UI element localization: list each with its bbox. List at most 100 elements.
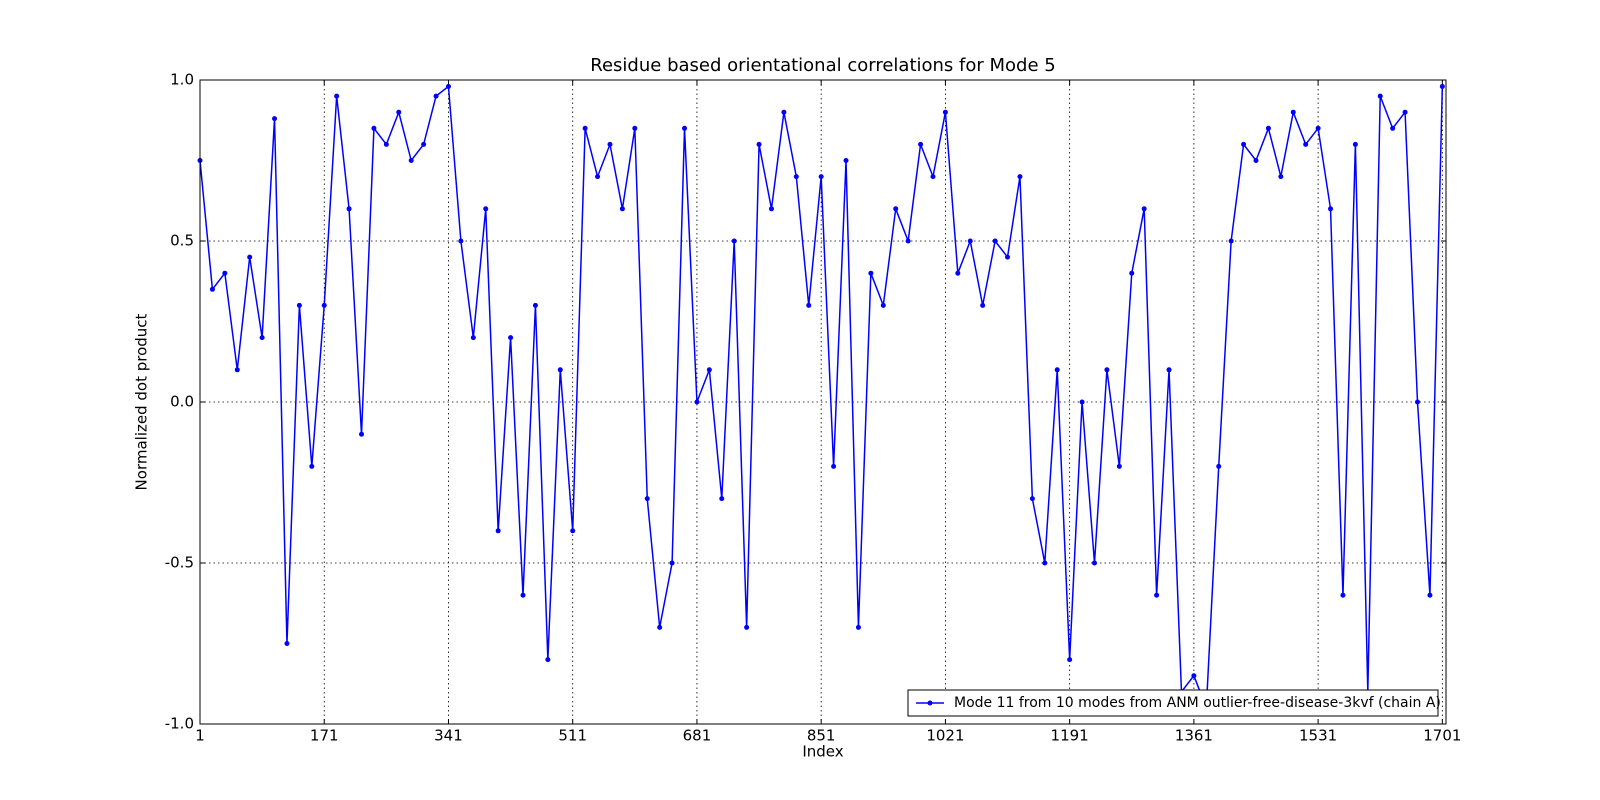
data-point bbox=[1116, 463, 1122, 469]
data-point bbox=[768, 206, 774, 212]
data-point bbox=[508, 335, 514, 341]
plot-frame bbox=[199, 79, 1447, 725]
data-point bbox=[632, 125, 638, 131]
data-point bbox=[1352, 141, 1358, 147]
legend-label: Mode 11 from 10 modes from ANM outlier-f… bbox=[954, 695, 1441, 711]
data-point bbox=[309, 463, 315, 469]
x-tick-label: 1021 bbox=[926, 727, 964, 745]
y-tick-label: 0.5 bbox=[170, 232, 194, 250]
data-point bbox=[296, 302, 302, 308]
data-point bbox=[1328, 206, 1334, 212]
x-tick-label: 1361 bbox=[1175, 727, 1213, 745]
data-point bbox=[495, 528, 501, 534]
data-point bbox=[445, 83, 451, 89]
data-point bbox=[582, 125, 588, 131]
data-point bbox=[520, 592, 526, 598]
data-point bbox=[706, 367, 712, 373]
data-point bbox=[781, 109, 787, 115]
legend-box bbox=[907, 689, 1439, 717]
data-point bbox=[483, 206, 489, 212]
x-tick-label: 851 bbox=[807, 727, 836, 745]
data-point bbox=[1340, 592, 1346, 598]
data-point bbox=[284, 641, 290, 646]
data-point bbox=[557, 367, 563, 373]
data-point bbox=[1191, 673, 1197, 679]
data-point bbox=[1166, 367, 1172, 373]
data-point bbox=[433, 93, 439, 99]
x-tick-label: 341 bbox=[434, 727, 463, 745]
data-point bbox=[1054, 367, 1060, 373]
y-axis-label: Normalized dot product bbox=[133, 313, 151, 490]
data-point bbox=[1216, 463, 1222, 469]
data-point bbox=[408, 158, 414, 163]
data-point bbox=[458, 238, 464, 244]
data-point bbox=[992, 238, 998, 244]
data-point bbox=[967, 238, 973, 244]
legend-marker bbox=[927, 700, 933, 706]
data-point bbox=[868, 270, 874, 276]
data-point bbox=[1427, 592, 1433, 598]
data-point bbox=[321, 302, 327, 308]
data-point bbox=[905, 238, 911, 244]
data-point bbox=[359, 431, 365, 437]
x-tick-label: 1 bbox=[195, 727, 205, 745]
data-point bbox=[1265, 125, 1271, 131]
data-point bbox=[756, 141, 762, 147]
data-point bbox=[545, 657, 551, 663]
data-point bbox=[1029, 496, 1035, 502]
data-point bbox=[955, 270, 961, 276]
data-point bbox=[1005, 254, 1011, 260]
data-point bbox=[1402, 109, 1408, 115]
data-point bbox=[918, 141, 924, 147]
data-point bbox=[234, 367, 240, 373]
data-point bbox=[272, 116, 278, 122]
data-point bbox=[669, 560, 675, 566]
data-point bbox=[893, 206, 899, 212]
data-point bbox=[831, 463, 837, 469]
data-point bbox=[980, 302, 986, 308]
data-point bbox=[930, 174, 936, 180]
data-point bbox=[1067, 657, 1073, 663]
data-point bbox=[383, 141, 389, 147]
data-point bbox=[334, 93, 340, 99]
x-tick-label: 511 bbox=[558, 727, 587, 745]
data-point bbox=[1241, 141, 1247, 147]
x-tick-label: 171 bbox=[310, 727, 339, 745]
y-tick-label: 0.0 bbox=[170, 393, 194, 411]
data-point bbox=[570, 528, 576, 534]
data-point bbox=[371, 125, 377, 131]
data-point bbox=[744, 624, 750, 630]
data-point bbox=[806, 302, 812, 308]
data-point bbox=[619, 206, 625, 212]
data-point bbox=[1104, 367, 1110, 373]
data-point bbox=[1253, 158, 1259, 163]
data-point bbox=[1042, 560, 1048, 566]
data-point bbox=[421, 141, 427, 147]
data-point bbox=[1390, 125, 1396, 131]
data-point bbox=[1228, 238, 1234, 244]
x-tick-label: 1531 bbox=[1299, 727, 1337, 745]
data-point bbox=[247, 254, 253, 260]
data-point bbox=[818, 174, 824, 180]
x-tick-label: 681 bbox=[683, 727, 712, 745]
data-point bbox=[1377, 93, 1383, 99]
data-point bbox=[855, 624, 861, 630]
data-point bbox=[880, 302, 886, 308]
data-point bbox=[222, 270, 228, 276]
data-point bbox=[1141, 206, 1147, 212]
data-point bbox=[942, 109, 948, 115]
x-axis-label: Index bbox=[802, 743, 843, 761]
data-point bbox=[346, 206, 352, 212]
data-point bbox=[1315, 125, 1321, 131]
y-tick-label: -0.5 bbox=[165, 554, 194, 572]
data-point bbox=[607, 141, 613, 147]
y-tick-label: -1.0 bbox=[165, 715, 194, 733]
x-tick-label: 1701 bbox=[1423, 727, 1461, 745]
data-point bbox=[1154, 592, 1160, 598]
data-point bbox=[1303, 141, 1309, 147]
data-point bbox=[682, 125, 688, 131]
data-point bbox=[1091, 560, 1097, 566]
data-point bbox=[209, 286, 215, 292]
data-point bbox=[259, 335, 265, 341]
